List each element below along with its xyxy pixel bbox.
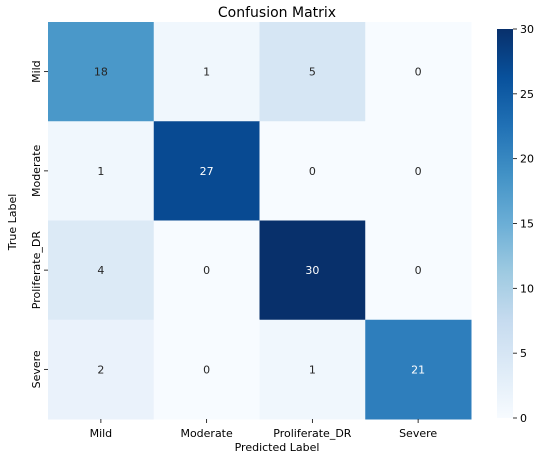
heatmap-cell bbox=[48, 220, 155, 321]
heatmap-cell bbox=[259, 220, 366, 321]
x-axis-ticks: Mild Moderate Proliferate_DR Severe bbox=[90, 419, 437, 440]
cell-value-label: 4 bbox=[97, 264, 104, 277]
cell-value-label: 18 bbox=[94, 66, 108, 79]
heatmap-cell bbox=[365, 121, 472, 221]
x-tick-label: Severe bbox=[399, 427, 437, 440]
colorbar-tick-label: 25 bbox=[520, 88, 534, 101]
colorbar: 0 5 10 15 20 25 30 bbox=[497, 23, 534, 425]
heatmap-cell bbox=[153, 22, 260, 122]
heatmap-cell bbox=[365, 319, 472, 420]
heatmap-cell bbox=[48, 319, 155, 420]
cell-value-label: 0 bbox=[203, 264, 210, 277]
cell-value-label: 0 bbox=[415, 264, 422, 277]
heatmap-cell bbox=[259, 22, 366, 122]
y-tick-label: Severe bbox=[30, 350, 43, 388]
y-tick-label: Mild bbox=[30, 60, 43, 83]
cell-value-label: 27 bbox=[200, 165, 214, 178]
y-tick-label: Moderate bbox=[30, 144, 43, 197]
cell-value-label: 5 bbox=[309, 66, 316, 79]
heatmap-cell bbox=[365, 22, 472, 122]
x-tick-label: Moderate bbox=[180, 427, 233, 440]
y-axis-label: True Label bbox=[6, 194, 19, 252]
cell-value-label: 30 bbox=[305, 264, 319, 277]
cell-value-label: 1 bbox=[309, 363, 316, 376]
heatmap-cell bbox=[153, 121, 260, 221]
cell-value-label: 1 bbox=[203, 66, 210, 79]
chart-title: Confusion Matrix bbox=[218, 5, 336, 21]
colorbar-tick-label: 15 bbox=[520, 218, 534, 231]
cell-value-label: 2 bbox=[97, 363, 104, 376]
colorbar-ticks: 0 5 10 15 20 25 30 bbox=[513, 23, 534, 425]
y-axis-ticks: Mild Moderate Proliferate_DR Severe bbox=[30, 60, 48, 388]
cell-value-label: 0 bbox=[203, 363, 210, 376]
colorbar-tick-label: 5 bbox=[520, 347, 527, 360]
heatmap-cells: 18 1 5 0 1 27 0 0 4 0 30 0 2 0 1 21 bbox=[48, 22, 472, 420]
colorbar-tick-label: 30 bbox=[520, 23, 534, 36]
colorbar-gradient bbox=[497, 29, 513, 418]
cell-value-label: 1 bbox=[97, 165, 104, 178]
x-axis-label: Predicted Label bbox=[235, 441, 320, 454]
cell-value-label: 0 bbox=[415, 66, 422, 79]
cell-value-label: 0 bbox=[415, 165, 422, 178]
heatmap-cell bbox=[153, 319, 260, 420]
heatmap-cell bbox=[48, 22, 155, 122]
heatmap-cell bbox=[48, 121, 155, 221]
heatmap-cell bbox=[153, 220, 260, 321]
colorbar-tick-label: 20 bbox=[520, 153, 534, 166]
heatmap-cell bbox=[365, 220, 472, 321]
x-tick-label: Mild bbox=[90, 427, 113, 440]
y-tick-label: Proliferate_DR bbox=[30, 231, 43, 310]
x-tick-label: Proliferate_DR bbox=[273, 427, 352, 440]
colorbar-tick-label: 0 bbox=[520, 412, 527, 425]
cell-value-label: 21 bbox=[411, 363, 425, 376]
cell-value-label: 0 bbox=[309, 165, 316, 178]
colorbar-tick-label: 10 bbox=[520, 282, 534, 295]
heatmap-cell bbox=[259, 121, 366, 221]
heatmap-cell bbox=[259, 319, 366, 420]
